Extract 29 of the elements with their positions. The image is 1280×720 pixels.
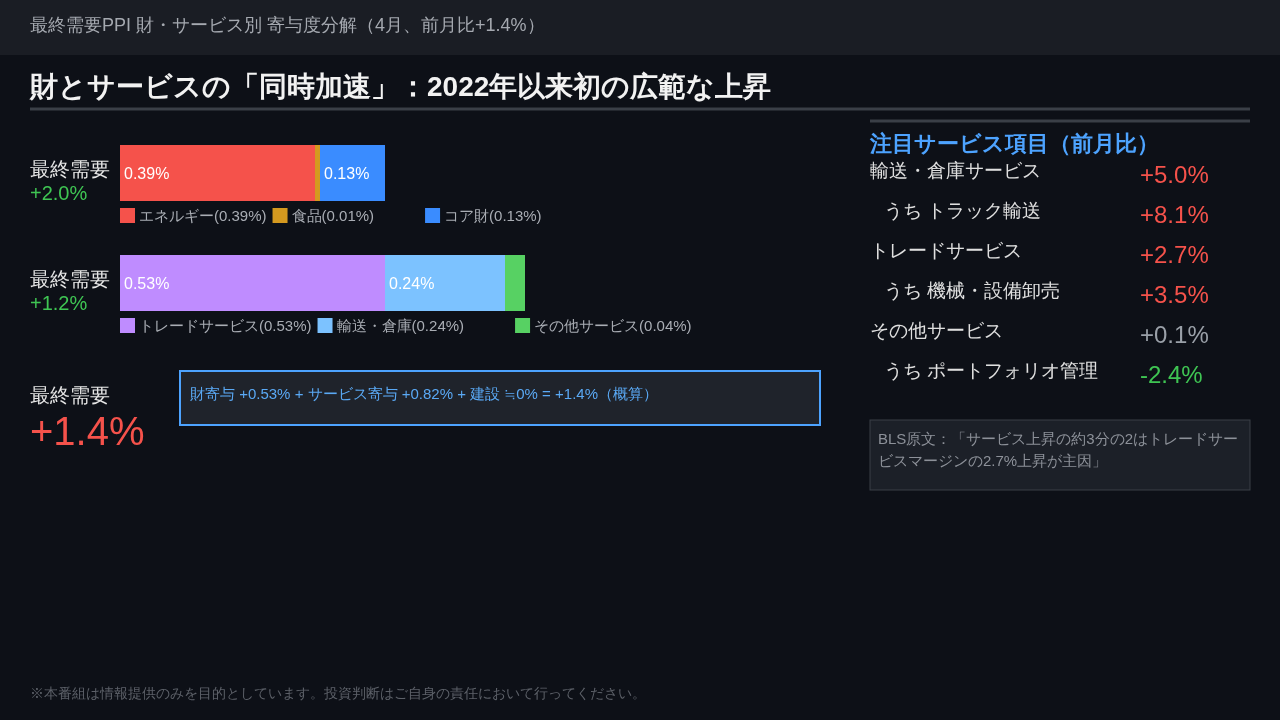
text: BLS原文：「サービス上昇の約3分の2はトレードサービスマージンの2.7%上昇が主因」 [878,430,1239,469]
chart-subtitle: 財とサービスの「同時加速」：2022年以来初の広範な上昇 [29,71,772,102]
category-label: 輸送・倉庫サービス [870,160,1041,181]
legend-label: トレードサービス(0.53%) [139,317,312,334]
legend-label: その他サービス(0.04%) [534,317,692,334]
chart-title: 最終需要PPI 財・サービス別 寄与度分解（4月、前月比+1.4%） [30,15,545,35]
legend-label: 食品(0.01%) [291,207,375,224]
data-label: 0.53% [124,275,170,292]
data-label: 0.24% [389,275,435,292]
category-label: うち 機械・設備卸売 [884,280,1061,301]
data-label: +3.5% [1140,281,1209,308]
text: 注目サービス項目（前月比） [869,131,1159,156]
legend-label: 輸送・倉庫(0.24%) [336,317,465,334]
legend-label: エネルギー(0.39%) [139,207,267,224]
legend-label: コア財(0.13%) [444,207,542,224]
data-label: 0.13% [324,165,370,182]
text: 財寄与 +0.53% + サービス寄与 +0.82% + 建設 ≒0% = +1.4%（概算） [190,385,658,402]
category-label: トレードサービス [870,240,1022,261]
data-label: +5.0% [1140,161,1209,188]
category-label: うち トラック輸送 [884,200,1042,221]
data-label: +8.1% [1140,201,1209,228]
data-label: +0.1% [1140,321,1209,348]
data-label: 0.39% [124,165,170,182]
text: ※本番組は情報提供のみを目的としています。投資判断はご自身の責任において行ってください。 [30,685,646,701]
data-label: -2.4% [1140,361,1203,388]
category-label: その他サービス [870,320,1003,341]
data-label: +1.4% [30,409,145,453]
category-label: うち ポートフォリオ管理 [884,360,1099,381]
data-label: +2.7% [1140,241,1209,268]
